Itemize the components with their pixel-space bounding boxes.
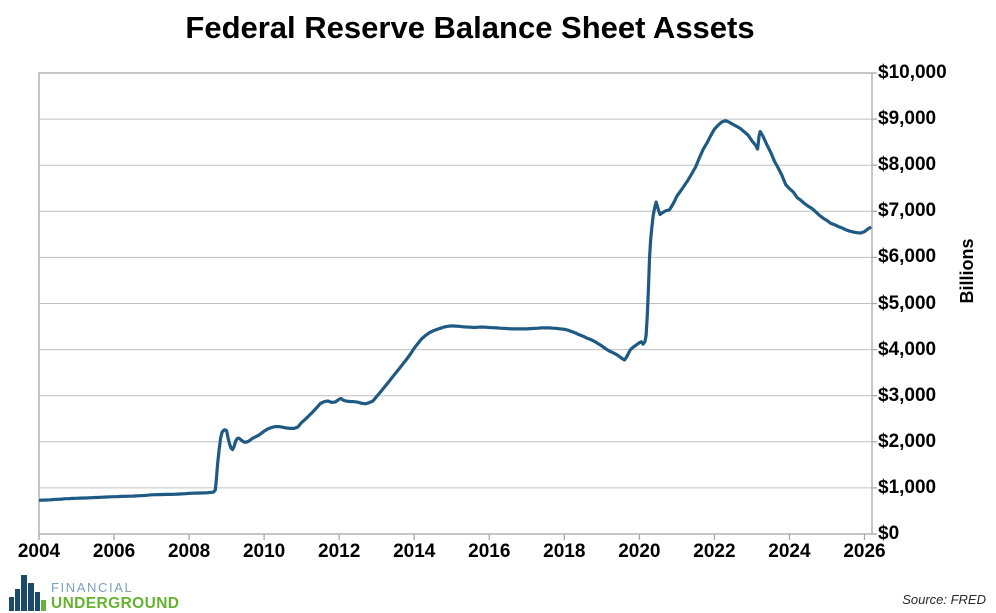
logo-bar	[21, 575, 27, 611]
logo-bar	[9, 597, 14, 611]
x-tick-label: 2022	[693, 541, 736, 562]
data-line-fed-assets	[38, 119, 873, 502]
x-tick-label: 2020	[618, 541, 661, 562]
y-tick-label: $10,000	[878, 62, 947, 83]
y-tick-label: $5,000	[878, 292, 937, 314]
logo-bar	[28, 583, 34, 611]
x-tick-label: 2012	[318, 541, 361, 562]
logo-skyline-icon	[9, 575, 46, 611]
x-tick-label: 2018	[543, 541, 586, 562]
logo: FINANCIAL UNDERGROUND	[8, 567, 179, 612]
x-tick-label: 2010	[242, 541, 286, 562]
x-tick-label: 2026	[843, 541, 886, 562]
y-tick-label: $9,000	[878, 108, 937, 130]
x-tick-label: 2004	[17, 541, 61, 562]
x-tick-label: 2014	[393, 541, 436, 562]
logo-bar	[15, 589, 20, 611]
logo-bar	[41, 600, 46, 611]
x-tick-label: 2016	[468, 541, 511, 562]
y-tick-label: $6,000	[878, 246, 937, 268]
y-tick-label: $1,000	[878, 476, 937, 498]
y-tick-label: $4,000	[878, 338, 937, 360]
y-tick-label: $2,000	[878, 430, 937, 452]
y-tick-label: $7,000	[878, 200, 937, 222]
y-tick-label: $8,000	[878, 154, 937, 176]
x-tick-label: 2024	[768, 541, 811, 562]
y-axis-title: Billions	[957, 238, 977, 304]
y-tick-label: $0	[878, 523, 900, 544]
chart-title: Federal Reserve Balance Sheet Assets	[185, 10, 755, 45]
x-tick-label: 2008	[167, 541, 211, 562]
logo-text: FINANCIAL UNDERGROUND	[51, 580, 179, 612]
logo-text-financial: FINANCIAL	[51, 580, 134, 595]
logo-text-underground: UNDERGROUND	[51, 595, 180, 612]
x-tick-label: 2006	[92, 541, 136, 562]
y-tick-label: $3,000	[878, 384, 937, 406]
logo-bar	[35, 592, 40, 611]
source-note: Source: FRED	[902, 592, 986, 607]
